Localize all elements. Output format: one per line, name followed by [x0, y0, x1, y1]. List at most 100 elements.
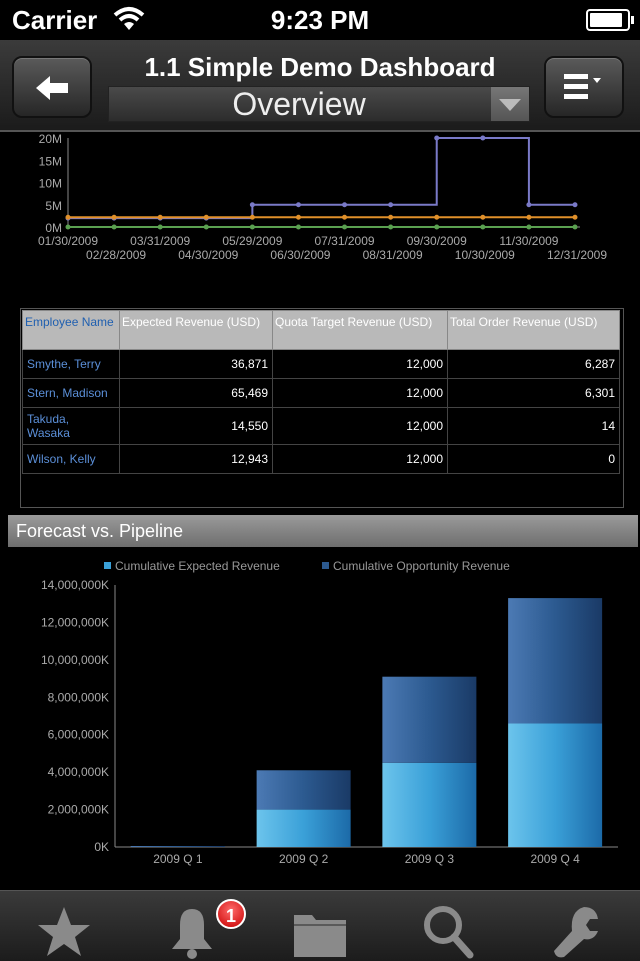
bar-segment[interactable] [382, 676, 477, 763]
y-tick-label: 4,000,000K [48, 765, 109, 779]
y-tick-label: 0M [45, 221, 62, 235]
quota-target-cell: 12,000 [272, 407, 448, 445]
data-point[interactable] [65, 214, 71, 220]
data-point[interactable] [480, 214, 486, 220]
data-point[interactable] [203, 224, 209, 230]
y-tick-label: 20M [39, 132, 62, 146]
data-point[interactable] [111, 224, 117, 230]
x-tick-label: 07/31/2009 [315, 234, 375, 248]
menu-button[interactable] [544, 56, 624, 118]
column-header[interactable]: Employee Name [22, 310, 120, 350]
series-line [68, 137, 575, 220]
data-point[interactable] [203, 214, 209, 220]
y-tick-label: 8,000,000K [48, 690, 109, 704]
quota-target-cell: 12,000 [272, 349, 448, 379]
total-order-cell: 14 [447, 407, 620, 445]
employee-name-cell[interactable]: Stern, Madison [22, 378, 120, 408]
y-tick-label: 15M [39, 154, 62, 168]
employee-name-cell[interactable]: Smythe, Terry [22, 349, 120, 379]
legend-label: Cumulative Expected Revenue [115, 559, 280, 573]
page-selector-value: Overview [232, 86, 366, 122]
x-tick-label: 05/29/2009 [222, 234, 282, 248]
bar-segment[interactable] [130, 846, 225, 847]
data-point[interactable] [111, 214, 117, 220]
data-point[interactable] [480, 224, 486, 230]
x-tick-label: 08/31/2009 [363, 248, 423, 262]
x-tick-label: 03/31/2009 [130, 234, 190, 248]
x-tick-label: 06/30/2009 [270, 248, 330, 262]
data-point[interactable] [295, 214, 301, 220]
data-point[interactable] [295, 224, 301, 230]
total-order-cell: 6,287 [447, 349, 620, 379]
x-tick-label: 01/30/2009 [38, 234, 98, 248]
carrier-label: Carrier [12, 5, 98, 35]
legend-swatch [322, 562, 329, 569]
data-point[interactable] [434, 214, 440, 220]
data-point[interactable] [342, 202, 348, 208]
column-header[interactable]: Quota Target Revenue (USD) [272, 310, 448, 350]
status-bar: Carrier 9:23 PM [0, 0, 640, 40]
tab-favorites[interactable] [0, 895, 128, 961]
data-point[interactable] [388, 224, 394, 230]
table-header-row: Employee Name Expected Revenue (USD) Quo… [22, 310, 620, 350]
revenue-line-chart: 20M 15M 10M 5M 0M 01/30/2009 03/31/2009 05/29/… [38, 132, 607, 262]
list-menu-icon [564, 74, 601, 99]
page-selector[interactable]: Overview [108, 86, 530, 122]
tab-search[interactable] [384, 895, 512, 961]
back-arrow-icon [36, 76, 68, 100]
data-point[interactable] [434, 135, 440, 141]
data-point[interactable] [434, 224, 440, 230]
data-point[interactable] [342, 214, 348, 220]
legend-swatch [104, 562, 111, 569]
total-order-cell: 0 [447, 444, 620, 474]
column-header[interactable]: Total Order Revenue (USD) [447, 310, 620, 350]
data-point[interactable] [388, 202, 394, 208]
back-button[interactable] [12, 56, 92, 118]
data-point[interactable] [65, 224, 71, 230]
employee-name-cell[interactable]: Takuda, Wasaka [22, 407, 120, 445]
bar-segment[interactable] [256, 809, 351, 847]
bell-icon [172, 909, 212, 959]
tab-documents[interactable] [256, 895, 384, 961]
data-point[interactable] [249, 202, 255, 208]
bar-segment[interactable] [508, 723, 603, 847]
expected-revenue-cell: 36,871 [119, 349, 273, 379]
chevron-down-icon[interactable] [491, 87, 529, 121]
data-point[interactable] [157, 224, 163, 230]
bar-segment[interactable] [508, 598, 603, 724]
wrench-icon [554, 907, 598, 958]
bar-segment[interactable] [382, 762, 477, 847]
y-tick-label: 10,000,000K [41, 653, 109, 667]
data-point[interactable] [526, 214, 532, 220]
table-row: Takuda, Wasaka 14,550 12,000 14 [22, 407, 620, 445]
data-point[interactable] [572, 214, 578, 220]
expected-revenue-cell: 14,550 [119, 407, 273, 445]
data-point[interactable] [480, 135, 486, 141]
data-point[interactable] [249, 214, 255, 220]
data-point[interactable] [249, 224, 255, 230]
bar-segment[interactable] [256, 770, 351, 810]
quota-target-cell: 12,000 [272, 378, 448, 408]
y-tick-label: 6,000,000K [48, 728, 109, 742]
column-header[interactable]: Expected Revenue (USD) [119, 310, 273, 350]
table-row: Wilson, Kelly 12,943 12,000 0 [22, 444, 620, 474]
data-point[interactable] [526, 202, 532, 208]
x-tick-label: 2009 Q 4 [530, 852, 580, 866]
data-point[interactable] [572, 202, 578, 208]
data-point[interactable] [388, 214, 394, 220]
data-point[interactable] [157, 214, 163, 220]
wifi-icon [113, 7, 145, 30]
tab-alerts[interactable]: 1 [128, 895, 256, 961]
tab-settings[interactable] [512, 895, 640, 961]
data-point[interactable] [295, 202, 301, 208]
employee-name-cell[interactable]: Wilson, Kelly [22, 444, 120, 474]
data-point[interactable] [526, 224, 532, 230]
data-point[interactable] [572, 224, 578, 230]
x-tick-label: 02/28/2009 [86, 248, 146, 262]
x-tick-label: 09/30/2009 [407, 234, 467, 248]
data-point[interactable] [342, 224, 348, 230]
navigation-bar: 1.1 Simple Demo Dashboard Overview [0, 40, 640, 132]
x-tick-label: 11/30/2009 [499, 234, 558, 248]
quota-target-cell: 12,000 [272, 444, 448, 474]
table-row: Stern, Madison 65,469 12,000 6,301 [22, 378, 620, 408]
